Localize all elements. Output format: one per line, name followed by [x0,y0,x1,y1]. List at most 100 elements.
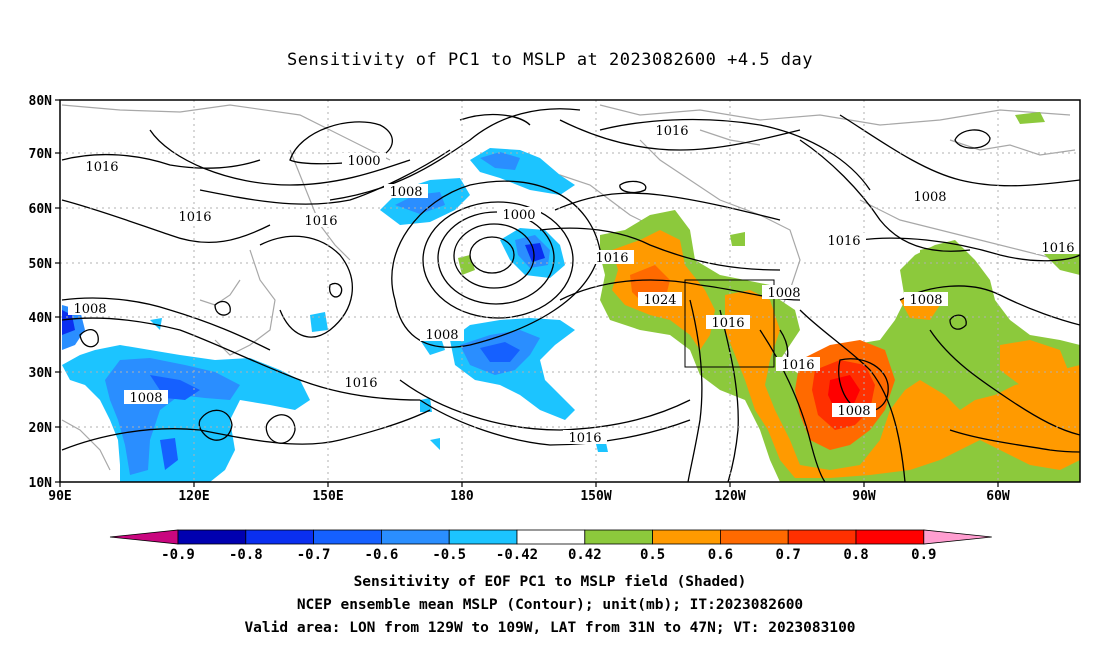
svg-text:1000: 1000 [502,208,535,223]
lat-label: 20N [29,421,53,436]
lat-label: 80N [29,94,53,109]
contour-label: 1024 [638,292,682,308]
lat-label: 30N [29,366,53,381]
colorbar: -0.9 -0.8 -0.7 -0.6 -0.5 -0.42 0.42 0.5 0.6 0.7 0.… [109,529,992,563]
contour-label: 1008 [68,301,112,317]
svg-text:1024: 1024 [643,293,676,308]
contour-label: 1016 [1036,240,1080,256]
lat-label: 70N [29,147,53,162]
colorbar-label: -0.5 [432,547,466,563]
lon-label: 150E [312,489,343,504]
contour-label: 1008 [124,390,168,406]
svg-text:1008: 1008 [425,328,458,343]
colorbar-label: -0.42 [496,547,538,563]
contour-label: 1016 [299,213,343,229]
contour-label: 1016 [590,250,634,266]
colorbar-bin [516,529,586,545]
contour-label: 1016 [776,357,820,373]
lon-label: 90W [852,489,876,504]
lon-label: 150W [580,489,611,504]
colorbar-bin [380,529,450,545]
colorbar-extend-high [923,529,992,545]
colorbar-bin [584,529,653,545]
contour-label: 1008 [762,285,806,301]
colorbar-label: -0.7 [297,547,331,563]
svg-text:1016: 1016 [655,124,688,139]
contour-label: 1016 [339,375,383,391]
svg-text:1008: 1008 [767,286,800,301]
svg-text:1008: 1008 [129,391,162,406]
caption-line-1: Sensitivity of EOF PC1 to MSLP field (Sh… [353,574,747,590]
colorbar-label: -0.6 [365,547,399,563]
caption-line-2: NCEP ensemble mean MSLP (Contour); unit(… [296,597,804,613]
svg-text:1016: 1016 [781,358,814,373]
map-title: Sensitivity of PC1 to MSLP at 2023082600… [286,50,813,70]
svg-text:1016: 1016 [178,210,211,225]
lat-label: 40N [29,311,53,326]
colorbar-label: 0.8 [843,547,868,563]
contour-label: 1000 [497,207,541,223]
svg-text:1016: 1016 [711,316,744,331]
lon-label: 90E [48,489,71,504]
lon-label: 180 [450,489,474,504]
colorbar-label: -0.9 [161,547,195,563]
svg-text:1016: 1016 [595,251,628,266]
lat-lon-grid [60,100,1080,482]
contour-label: 1016 [650,123,694,139]
svg-text:1008: 1008 [913,190,946,205]
contour-label: 1000 [342,153,386,169]
svg-text:1016: 1016 [304,214,337,229]
svg-text:1016: 1016 [1041,241,1074,256]
colorbar-bin [787,529,857,545]
svg-text:1008: 1008 [909,293,942,308]
colorbar-label: 0.9 [911,547,936,563]
contour-label: 1016 [563,430,607,446]
lon-label: 60W [986,489,1010,504]
lon-label: 120W [714,489,745,504]
colorbar-bin [720,529,789,545]
colorbar-extend-low [109,529,179,545]
lat-label: 60N [29,202,53,217]
colorbar-label: -0.8 [229,547,263,563]
contour-label: 1016 [706,315,750,331]
axis-ticks [55,99,999,487]
svg-text:1008: 1008 [837,404,870,419]
negative-sensitivity-shading [62,148,608,482]
mslp-contours [61,108,1080,482]
svg-text:1016: 1016 [827,234,860,249]
contour-label: 1008 [420,327,464,343]
caption-line-3: Valid area: LON from 129W to 109W, LAT f… [244,620,856,636]
svg-text:1016: 1016 [344,376,377,391]
contour-label: 1016 [822,233,866,249]
contour-label: 1016 [80,159,124,175]
lat-label: 10N [29,476,53,491]
svg-text:1000: 1000 [347,154,380,169]
colorbar-bin [652,529,721,545]
svg-text:1016: 1016 [85,160,118,175]
colorbar-bin [313,529,382,545]
contour-label: 1008 [908,189,952,205]
lon-label: 120E [178,489,209,504]
contour-label: 1008 [832,403,876,419]
colorbar-bin [448,529,518,545]
colorbar-bin [855,529,925,545]
longitude-labels: 90E 120E 150E 180 150W 120W 90W 60W [48,489,1010,504]
colorbar-label: 0.5 [640,547,665,563]
latitude-labels: 80N 70N 60N 50N 40N 30N 20N 10N [29,94,53,491]
colorbar-label: 0.42 [568,547,602,563]
valid-area-box [684,279,775,368]
contour-label: 1008 [384,184,428,200]
contour-label: 1016 [173,209,217,225]
svg-text:1008: 1008 [73,302,106,317]
colorbar-label: 0.6 [708,547,733,563]
contour-label: 1008 [904,292,948,308]
contour-labels: 1016 1000 1016 1008 1016 1008 1000 1016 … [68,123,1080,446]
colorbar-label: 0.7 [776,547,801,563]
map-frame [59,99,1081,483]
colorbar-bin [245,529,315,545]
colorbar-bin [177,529,247,545]
lat-label: 50N [29,257,53,272]
svg-text:1016: 1016 [568,431,601,446]
svg-text:1008: 1008 [389,185,422,200]
